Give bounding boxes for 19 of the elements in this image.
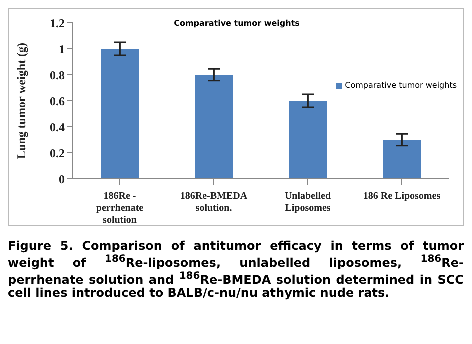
bar: [101, 49, 140, 179]
y-tick-label: 0.6: [50, 94, 65, 108]
y-axis-title: Lung tumor weight (g): [14, 42, 28, 160]
bar: [289, 101, 328, 179]
y-tick-label: 1: [59, 42, 65, 56]
bar: [195, 75, 234, 179]
bar: [383, 140, 422, 179]
legend-label: Comparative tumor weights: [345, 81, 457, 90]
text: Figure 5. Comparison of antitumor efficacy in terms of tumor weight of $^{186}$Re-liposomes, unlabelled liposomes, $^{186}$Re-perrhenate solution and $^{186}$Re-BMEDA solution determined in SCC cell lines introduced to BALB/c-nu/nu athymic nude rats.: [8, 239, 464, 300]
chart-title: Comparative tumor weights: [174, 19, 300, 28]
x-tick-label: 186Re-BMEDA solution.: [180, 191, 248, 214]
y-tick-label: 1.2: [50, 16, 65, 30]
x-tick-label: 186Re - perrhenate solution: [96, 191, 144, 226]
y-tick-label: 0.8: [50, 68, 65, 82]
y-tick-label: 0: [59, 172, 65, 186]
y-tick-label: 0.4: [50, 120, 65, 134]
x-tick-label: Unlabelled Liposomes: [284, 191, 332, 214]
y-tick-label: 0.2: [50, 146, 65, 160]
x-tick-label: 186 Re Liposomes: [363, 191, 441, 202]
